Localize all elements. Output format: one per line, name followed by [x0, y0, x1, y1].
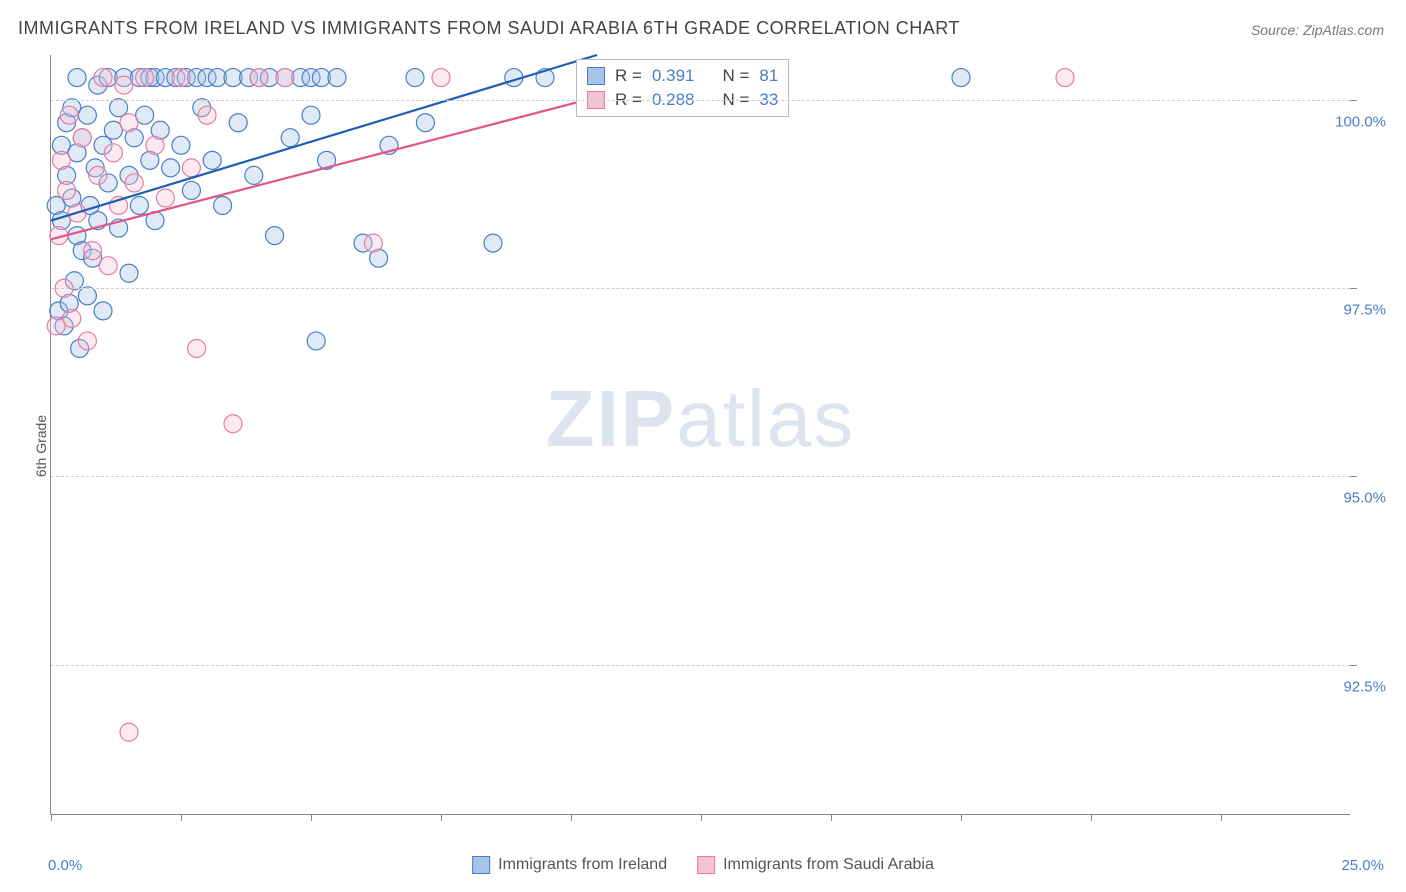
y-tick-mark: [1350, 476, 1357, 477]
data-point: [94, 69, 112, 87]
data-point: [63, 309, 81, 327]
legend-swatch: [697, 856, 715, 874]
data-point: [229, 114, 247, 132]
data-point: [266, 227, 284, 245]
x-tick-mark: [831, 814, 832, 821]
x-tick-mark: [1091, 814, 1092, 821]
x-tick-mark: [1221, 814, 1222, 821]
gridline-horizontal: [51, 288, 1350, 289]
data-point: [245, 166, 263, 184]
x-axis-max-label: 25.0%: [1341, 857, 1384, 874]
legend-series-name: Immigrants from Ireland: [498, 856, 667, 874]
chart-svg: [51, 55, 1350, 814]
y-tick-mark: [1350, 665, 1357, 666]
data-point: [73, 129, 91, 147]
y-tick-mark: [1350, 100, 1357, 101]
legend-item: Immigrants from Saudi Arabia: [697, 856, 934, 874]
data-point: [214, 196, 232, 214]
data-point: [952, 69, 970, 87]
gridline-horizontal: [51, 100, 1350, 101]
x-tick-mark: [311, 814, 312, 821]
plot-area: ZIPatlas R =0.391N =81R =0.288N =33: [50, 55, 1350, 815]
y-axis-label: 6th Grade: [33, 415, 49, 477]
legend-swatch: [472, 856, 490, 874]
data-point: [182, 159, 200, 177]
data-point: [1056, 69, 1074, 87]
x-tick-mark: [701, 814, 702, 821]
y-tick-mark: [1350, 288, 1357, 289]
data-point: [307, 332, 325, 350]
source-name: ZipAtlas.com: [1303, 22, 1384, 38]
data-point: [203, 151, 221, 169]
data-point: [120, 114, 138, 132]
data-point: [99, 257, 117, 275]
data-point: [224, 415, 242, 433]
data-point: [58, 181, 76, 199]
x-tick-mark: [51, 814, 52, 821]
y-tick-label: 100.0%: [1335, 114, 1386, 131]
data-point: [146, 136, 164, 154]
source-attribution: Source: ZipAtlas.com: [1251, 22, 1384, 38]
y-tick-label: 97.5%: [1343, 302, 1386, 319]
y-tick-label: 92.5%: [1343, 678, 1386, 695]
data-point: [172, 136, 190, 154]
x-tick-mark: [441, 814, 442, 821]
data-point: [120, 264, 138, 282]
data-point: [281, 129, 299, 147]
x-axis-min-label: 0.0%: [48, 857, 82, 874]
data-point: [188, 339, 206, 357]
legend-r-value: 0.391: [652, 66, 695, 86]
gridline-horizontal: [51, 476, 1350, 477]
data-point: [120, 723, 138, 741]
data-point: [364, 234, 382, 252]
gridline-horizontal: [51, 665, 1350, 666]
data-point: [182, 181, 200, 199]
data-point: [136, 69, 154, 87]
legend-n-value: 81: [759, 66, 778, 86]
data-point: [156, 189, 174, 207]
data-point: [416, 114, 434, 132]
data-point: [198, 106, 216, 124]
data-point: [406, 69, 424, 87]
data-point: [78, 106, 96, 124]
y-tick-label: 95.0%: [1343, 490, 1386, 507]
data-point: [104, 144, 122, 162]
x-tick-mark: [181, 814, 182, 821]
statistics-legend: R =0.391N =81R =0.288N =33: [576, 59, 789, 117]
data-point: [68, 69, 86, 87]
data-point: [484, 234, 502, 252]
x-tick-mark: [571, 814, 572, 821]
series-legend: Immigrants from Ireland Immigrants from S…: [472, 856, 934, 874]
chart-title: IMMIGRANTS FROM IRELAND VS IMMIGRANTS FR…: [18, 18, 960, 39]
data-point: [432, 69, 450, 87]
legend-swatch: [587, 67, 605, 85]
data-point: [250, 69, 268, 87]
data-point: [328, 69, 346, 87]
data-point: [302, 106, 320, 124]
data-point: [78, 287, 96, 305]
data-point: [60, 106, 78, 124]
x-tick-mark: [961, 814, 962, 821]
data-point: [162, 159, 180, 177]
legend-item: Immigrants from Ireland: [472, 856, 667, 874]
data-point: [110, 99, 128, 117]
data-point: [89, 166, 107, 184]
data-point: [52, 151, 70, 169]
legend-series-name: Immigrants from Saudi Arabia: [723, 856, 934, 874]
data-point: [78, 332, 96, 350]
data-point: [172, 69, 190, 87]
legend-n-label: N =: [722, 66, 749, 86]
source-prefix: Source:: [1251, 22, 1303, 38]
data-point: [115, 76, 133, 94]
legend-stat-row: R = 0.391 N = 81: [587, 64, 778, 88]
data-point: [130, 196, 148, 214]
data-point: [94, 302, 112, 320]
legend-r-label: R =: [615, 66, 642, 86]
data-point: [276, 69, 294, 87]
data-point: [84, 242, 102, 260]
data-point: [125, 174, 143, 192]
